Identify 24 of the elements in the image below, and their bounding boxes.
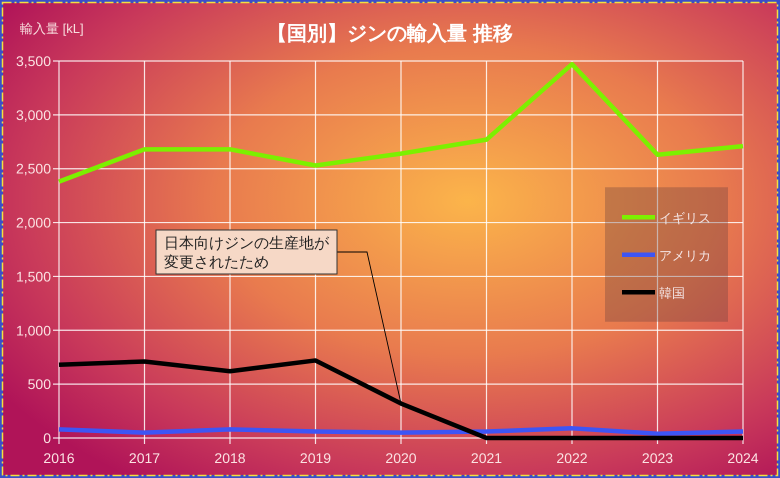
y-axis-title: 輸入量 [kL] [20,21,84,36]
legend-label: アメリカ [659,248,711,263]
y-tick-label: 1,000 [16,322,52,338]
x-tick-label: 2016 [43,450,75,466]
y-tick-label: 2,500 [16,160,52,177]
y-tick-label: 3,000 [16,106,52,123]
x-tick-label: 2023 [642,450,674,466]
chart-title: 【国別】ジンの輸入量 推移 [267,22,513,45]
x-tick-label: 2019 [300,450,332,466]
legend-label: イギリス [659,210,711,226]
x-tick-label: 2020 [385,450,417,466]
y-tick-label: 2,000 [16,214,52,231]
x-tick-label: 2018 [214,450,246,466]
x-tick-label: 2021 [470,450,502,466]
line-series [56,62,746,184]
y-tick-label: 0 [43,430,52,446]
x-tick-label: 2022 [556,450,588,466]
y-tick-label: 3,500 [16,53,52,69]
legend-label: 韓国 [659,285,685,300]
annotation: 日本向けジンの生産地が変更されたため [164,235,330,271]
x-tick-label: 2017 [128,450,160,466]
y-tick-label: 500 [28,376,52,392]
y-tick-label: 1,500 [16,268,52,284]
x-tick-label: 2024 [727,450,759,466]
